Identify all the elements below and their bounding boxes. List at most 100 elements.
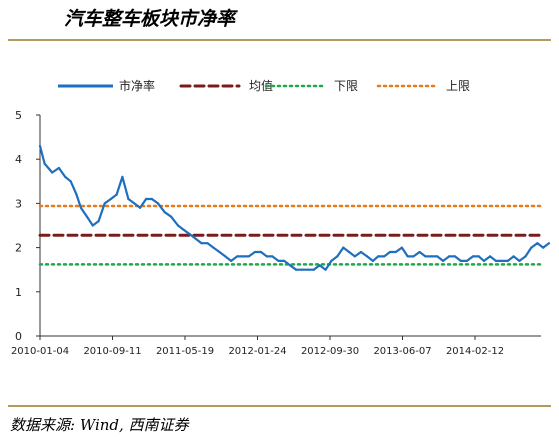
data-point <box>145 197 148 201</box>
data-point <box>176 224 180 227</box>
data-point <box>206 242 209 245</box>
data-point <box>218 250 221 254</box>
data-point <box>394 250 397 254</box>
data-source-note: 数据来源: Wind, 西南证券 <box>10 416 189 434</box>
data-point <box>121 175 124 178</box>
data-point <box>436 255 439 258</box>
data-point <box>64 175 67 178</box>
data-point <box>224 255 227 258</box>
data-point <box>477 255 480 258</box>
x-tick-label: 2012-01-24 <box>228 346 286 357</box>
legend-label: 均值 <box>249 78 273 93</box>
data-point <box>182 228 185 231</box>
data-point <box>277 259 280 262</box>
data-point <box>295 268 298 271</box>
data-point <box>318 264 321 267</box>
data-point <box>459 259 462 262</box>
data-point <box>424 255 427 258</box>
y-tick-label: 3 <box>15 197 22 210</box>
data-point <box>547 242 551 245</box>
data-point <box>253 250 256 254</box>
data-point <box>194 237 197 240</box>
data-point <box>51 171 54 174</box>
data-point <box>69 180 72 183</box>
data-point <box>103 202 106 205</box>
data-point <box>283 259 286 262</box>
x-tick-label: 2014-02-12 <box>446 346 504 357</box>
data-point <box>465 259 468 262</box>
data-point <box>512 255 515 258</box>
x-tick-label: 2013-06-07 <box>373 346 431 357</box>
data-point <box>388 250 392 254</box>
data-point <box>359 250 363 254</box>
data-point <box>377 255 380 258</box>
legend-label: 市净率 <box>119 78 155 93</box>
data-point <box>288 264 292 267</box>
data-point <box>139 206 142 209</box>
data-point <box>188 233 191 236</box>
data-point <box>38 144 42 147</box>
bottom-divider <box>8 405 551 407</box>
data-point <box>353 255 356 258</box>
data-point <box>265 255 268 258</box>
data-point <box>212 246 215 249</box>
x-tick-label: 2010-01-04 <box>11 346 69 357</box>
data-point <box>115 193 118 196</box>
data-point <box>170 215 173 218</box>
data-point <box>43 162 46 165</box>
data-point <box>57 166 61 170</box>
data-point <box>79 206 82 209</box>
data-point <box>536 242 539 245</box>
data-point <box>400 246 403 249</box>
data-point <box>271 255 274 258</box>
y-tick-label: 0 <box>15 330 22 343</box>
data-point <box>324 268 327 271</box>
y-tick-label: 2 <box>15 242 22 255</box>
data-point <box>482 259 486 262</box>
x-tick-label: 2012-09-30 <box>301 346 359 357</box>
data-point <box>109 197 112 201</box>
data-point <box>330 259 333 262</box>
data-point <box>542 246 545 249</box>
data-point <box>150 197 153 201</box>
legend-label: 下限 <box>334 79 358 93</box>
data-point <box>97 220 100 223</box>
top-divider <box>8 39 551 41</box>
data-point <box>530 246 533 249</box>
y-tick-label: 5 <box>15 109 22 122</box>
data-point <box>200 242 203 245</box>
data-point <box>156 202 160 205</box>
data-point <box>300 268 303 271</box>
data-point <box>236 255 239 258</box>
data-point <box>230 259 233 262</box>
data-point <box>453 255 457 258</box>
data-point <box>418 250 421 254</box>
data-point <box>489 255 492 258</box>
series-line-pb <box>38 145 550 271</box>
legend-label: 上限 <box>446 79 470 93</box>
x-tick-label: 2010-09-11 <box>83 346 141 357</box>
data-point <box>500 259 503 262</box>
data-point <box>241 255 245 258</box>
data-point <box>342 246 345 249</box>
data-point <box>259 250 263 254</box>
data-point <box>524 255 527 258</box>
data-point <box>91 224 94 227</box>
data-point <box>306 268 309 271</box>
data-point <box>406 255 409 258</box>
y-tick-label: 4 <box>15 153 22 166</box>
data-point <box>383 255 386 258</box>
data-point <box>75 193 78 196</box>
data-point <box>336 255 339 258</box>
data-point <box>494 259 497 262</box>
data-point <box>163 211 166 214</box>
y-tick-label: 1 <box>15 286 22 299</box>
data-point <box>371 259 374 262</box>
data-point <box>85 215 89 218</box>
data-point <box>412 255 415 258</box>
data-point <box>518 259 521 262</box>
x-tick-label: 2011-05-19 <box>156 346 214 357</box>
data-point <box>133 202 136 205</box>
data-point <box>442 259 445 262</box>
